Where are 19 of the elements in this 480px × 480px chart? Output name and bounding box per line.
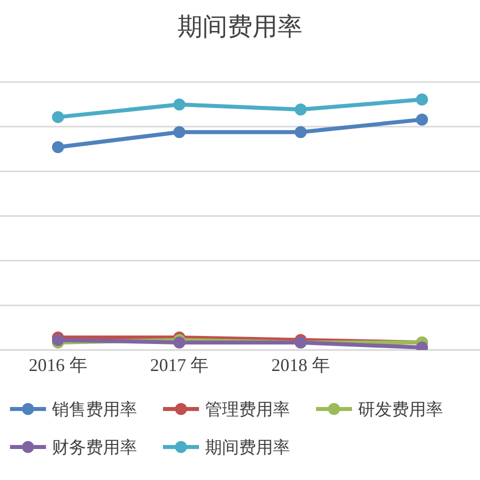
legend-label: 财务费用率 (52, 436, 137, 458)
point (173, 126, 186, 138)
point (294, 104, 307, 116)
point (52, 141, 64, 154)
legend-label: 研发费用率 (358, 398, 443, 420)
point (294, 126, 307, 138)
x-tick-label: 2018 年 (271, 354, 330, 375)
legend-label: 管理费用率 (205, 398, 290, 420)
x-tick-label: 2017 年 (150, 354, 209, 375)
legend-label: 期间费用率 (205, 436, 290, 458)
point (52, 334, 64, 346)
point (173, 98, 186, 111)
chart-title: 期间费用率 (176, 12, 304, 43)
x-tick-label: 2016 年 (28, 354, 88, 375)
point (416, 114, 428, 126)
point (173, 336, 186, 348)
point (52, 111, 64, 124)
point (416, 94, 428, 106)
legend-label: 销售费用率 (52, 398, 137, 420)
